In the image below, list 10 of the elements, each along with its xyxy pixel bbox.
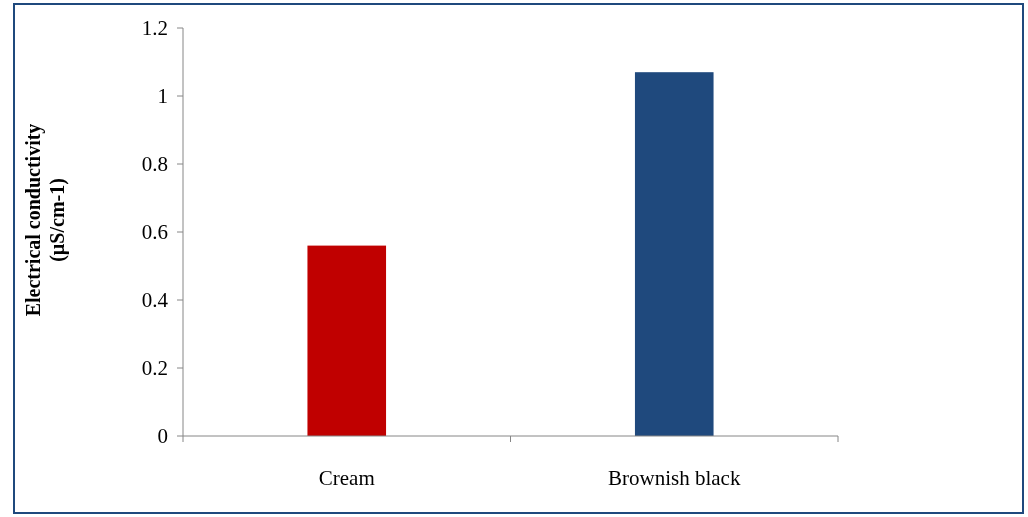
y-tick-label: 0.8 <box>141 152 168 177</box>
y-tick-label: 0.6 <box>141 220 168 245</box>
y-tick-label: 1.2 <box>141 16 168 41</box>
y-tick-label: 0.2 <box>141 356 168 381</box>
y-tick-label: 0.4 <box>141 288 169 313</box>
y-tick-label: 1 <box>157 84 168 109</box>
y-tick-label: 0 <box>157 424 168 449</box>
x-tick-label: Cream <box>318 466 375 490</box>
y-axis-title: Electrical conductivity (µS/cm-1) <box>22 123 69 317</box>
x-tick-label: Brownish black <box>608 466 741 490</box>
